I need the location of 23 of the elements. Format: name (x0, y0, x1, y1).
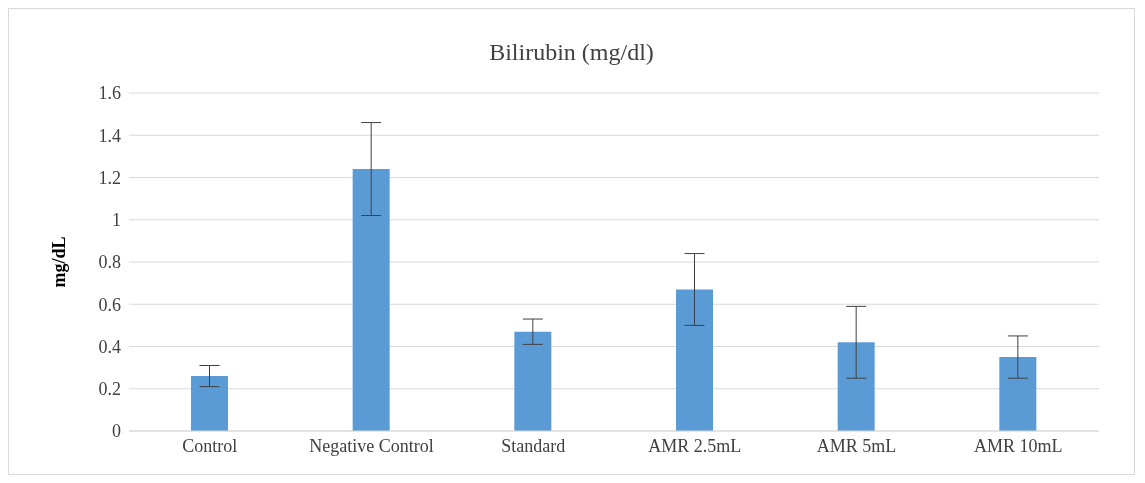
x-tick-label: AMR 5mL (816, 435, 897, 456)
bar (191, 376, 228, 431)
x-tick-label: Control (182, 435, 238, 456)
y-tick-label: 1.4 (98, 125, 121, 146)
y-tick-label: 0.2 (98, 379, 121, 400)
y-tick-label: 0 (112, 421, 121, 442)
y-tick-label: 1.2 (98, 167, 121, 188)
bar (352, 169, 390, 431)
y-tick-label: 1 (112, 210, 121, 231)
bar (514, 331, 552, 431)
x-tick-label: AMR 10mL (973, 435, 1063, 456)
x-tick-label: AMR 2.5mL (648, 435, 742, 456)
x-tick-label: Negative Control (309, 435, 434, 456)
bar (837, 342, 875, 431)
bar (999, 357, 1037, 431)
y-tick-label: 0.8 (98, 252, 121, 273)
chart-title: Bilirubin (mg/dl) (488, 39, 655, 66)
bar (676, 289, 713, 431)
y-tick-label: 1.6 (98, 83, 121, 104)
y-axis-title: mg/dL (49, 236, 70, 288)
x-tick-label: Standard (501, 435, 566, 456)
y-tick-label: 0.4 (98, 336, 121, 357)
y-tick-label: 0.6 (98, 294, 121, 315)
